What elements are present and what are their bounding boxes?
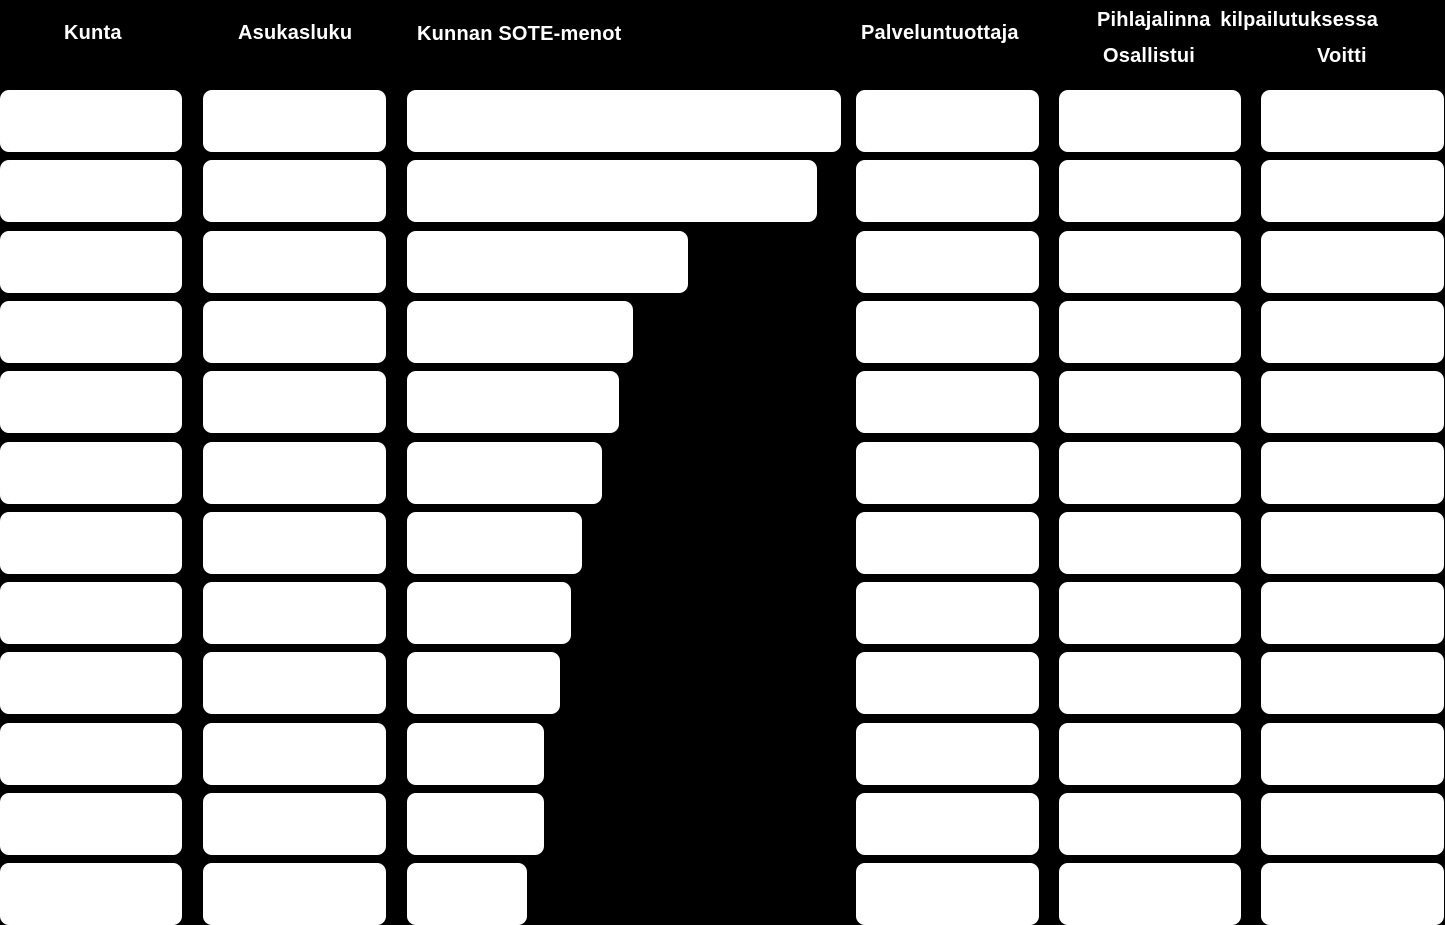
asukasluku-cell <box>203 652 386 714</box>
osallistui-cell <box>1059 160 1241 222</box>
sote-bar <box>407 442 602 504</box>
kunta-cell <box>0 582 182 644</box>
osallistui-cell <box>1059 512 1241 574</box>
osallistui-cell <box>1059 863 1241 925</box>
osallistui-cell <box>1059 371 1241 433</box>
voitti-cell <box>1261 512 1444 574</box>
asukasluku-cell <box>203 231 386 293</box>
voitti-cell <box>1261 793 1444 855</box>
kunta-cell <box>0 793 182 855</box>
osallistui-cell <box>1059 582 1241 644</box>
kunta-cell <box>0 160 182 222</box>
asukasluku-cell <box>203 512 386 574</box>
column-header-kunta: Kunta <box>64 22 122 44</box>
voitti-cell <box>1261 160 1444 222</box>
column-header-asukasluku: Asukasluku <box>238 22 353 44</box>
sote-bar <box>407 512 582 574</box>
kunta-cell <box>0 442 182 504</box>
asukasluku-cell <box>203 863 386 925</box>
asukasluku-cell <box>203 160 386 222</box>
asukasluku-cell <box>203 442 386 504</box>
palveluntuottaja-cell <box>856 442 1039 504</box>
kunta-cell <box>0 231 182 293</box>
asukasluku-cell <box>203 582 386 644</box>
kunta-cell <box>0 512 182 574</box>
palveluntuottaja-cell <box>856 371 1039 433</box>
kunta-cell <box>0 371 182 433</box>
sote-bar <box>407 160 817 222</box>
palveluntuottaja-cell <box>856 582 1039 644</box>
palveluntuottaja-cell <box>856 723 1039 785</box>
palveluntuottaja-cell <box>856 652 1039 714</box>
voitti-cell <box>1261 582 1444 644</box>
sote-bar <box>407 301 633 363</box>
palveluntuottaja-cell <box>856 160 1039 222</box>
sote-bar <box>407 90 841 152</box>
asukasluku-cell <box>203 371 386 433</box>
osallistui-cell <box>1059 90 1241 152</box>
kunta-cell <box>0 723 182 785</box>
palveluntuottaja-cell <box>856 301 1039 363</box>
column-group-header-pihlajalinna: Pihlajalinna kilpailutuksessa <box>1097 9 1379 31</box>
sote-bar <box>407 723 544 785</box>
osallistui-cell <box>1059 793 1241 855</box>
asukasluku-cell <box>203 793 386 855</box>
palveluntuottaja-cell <box>856 512 1039 574</box>
sote-bar <box>407 582 571 644</box>
column-header-voitti: Voitti <box>1317 45 1367 67</box>
palveluntuottaja-cell <box>856 90 1039 152</box>
sote-bar <box>407 231 688 293</box>
sote-bar <box>407 371 619 433</box>
palveluntuottaja-cell <box>856 793 1039 855</box>
asukasluku-cell <box>203 90 386 152</box>
voitti-cell <box>1261 301 1444 363</box>
kunta-cell <box>0 90 182 152</box>
osallistui-cell <box>1059 301 1241 363</box>
osallistui-cell <box>1059 231 1241 293</box>
kunta-cell <box>0 652 182 714</box>
sote-bar <box>407 863 527 925</box>
osallistui-cell <box>1059 723 1241 785</box>
asukasluku-cell <box>203 723 386 785</box>
osallistui-cell <box>1059 652 1241 714</box>
palveluntuottaja-cell <box>856 231 1039 293</box>
voitti-cell <box>1261 723 1444 785</box>
voitti-cell <box>1261 90 1444 152</box>
column-header-osallistui: Osallistui <box>1103 45 1196 67</box>
sote-bar <box>407 793 544 855</box>
voitti-cell <box>1261 371 1444 433</box>
kunta-cell <box>0 301 182 363</box>
voitti-cell <box>1261 652 1444 714</box>
palveluntuottaja-cell <box>856 863 1039 925</box>
column-header-palveluntuottaja: Palveluntuottaja <box>861 22 1019 44</box>
voitti-cell <box>1261 231 1444 293</box>
sote-bar <box>407 652 560 714</box>
voitti-cell <box>1261 442 1444 504</box>
osallistui-cell <box>1059 442 1241 504</box>
voitti-cell <box>1261 863 1444 925</box>
kunta-cell <box>0 863 182 925</box>
column-header-sote-menot: Kunnan SOTE-menot <box>417 23 622 45</box>
asukasluku-cell <box>203 301 386 363</box>
